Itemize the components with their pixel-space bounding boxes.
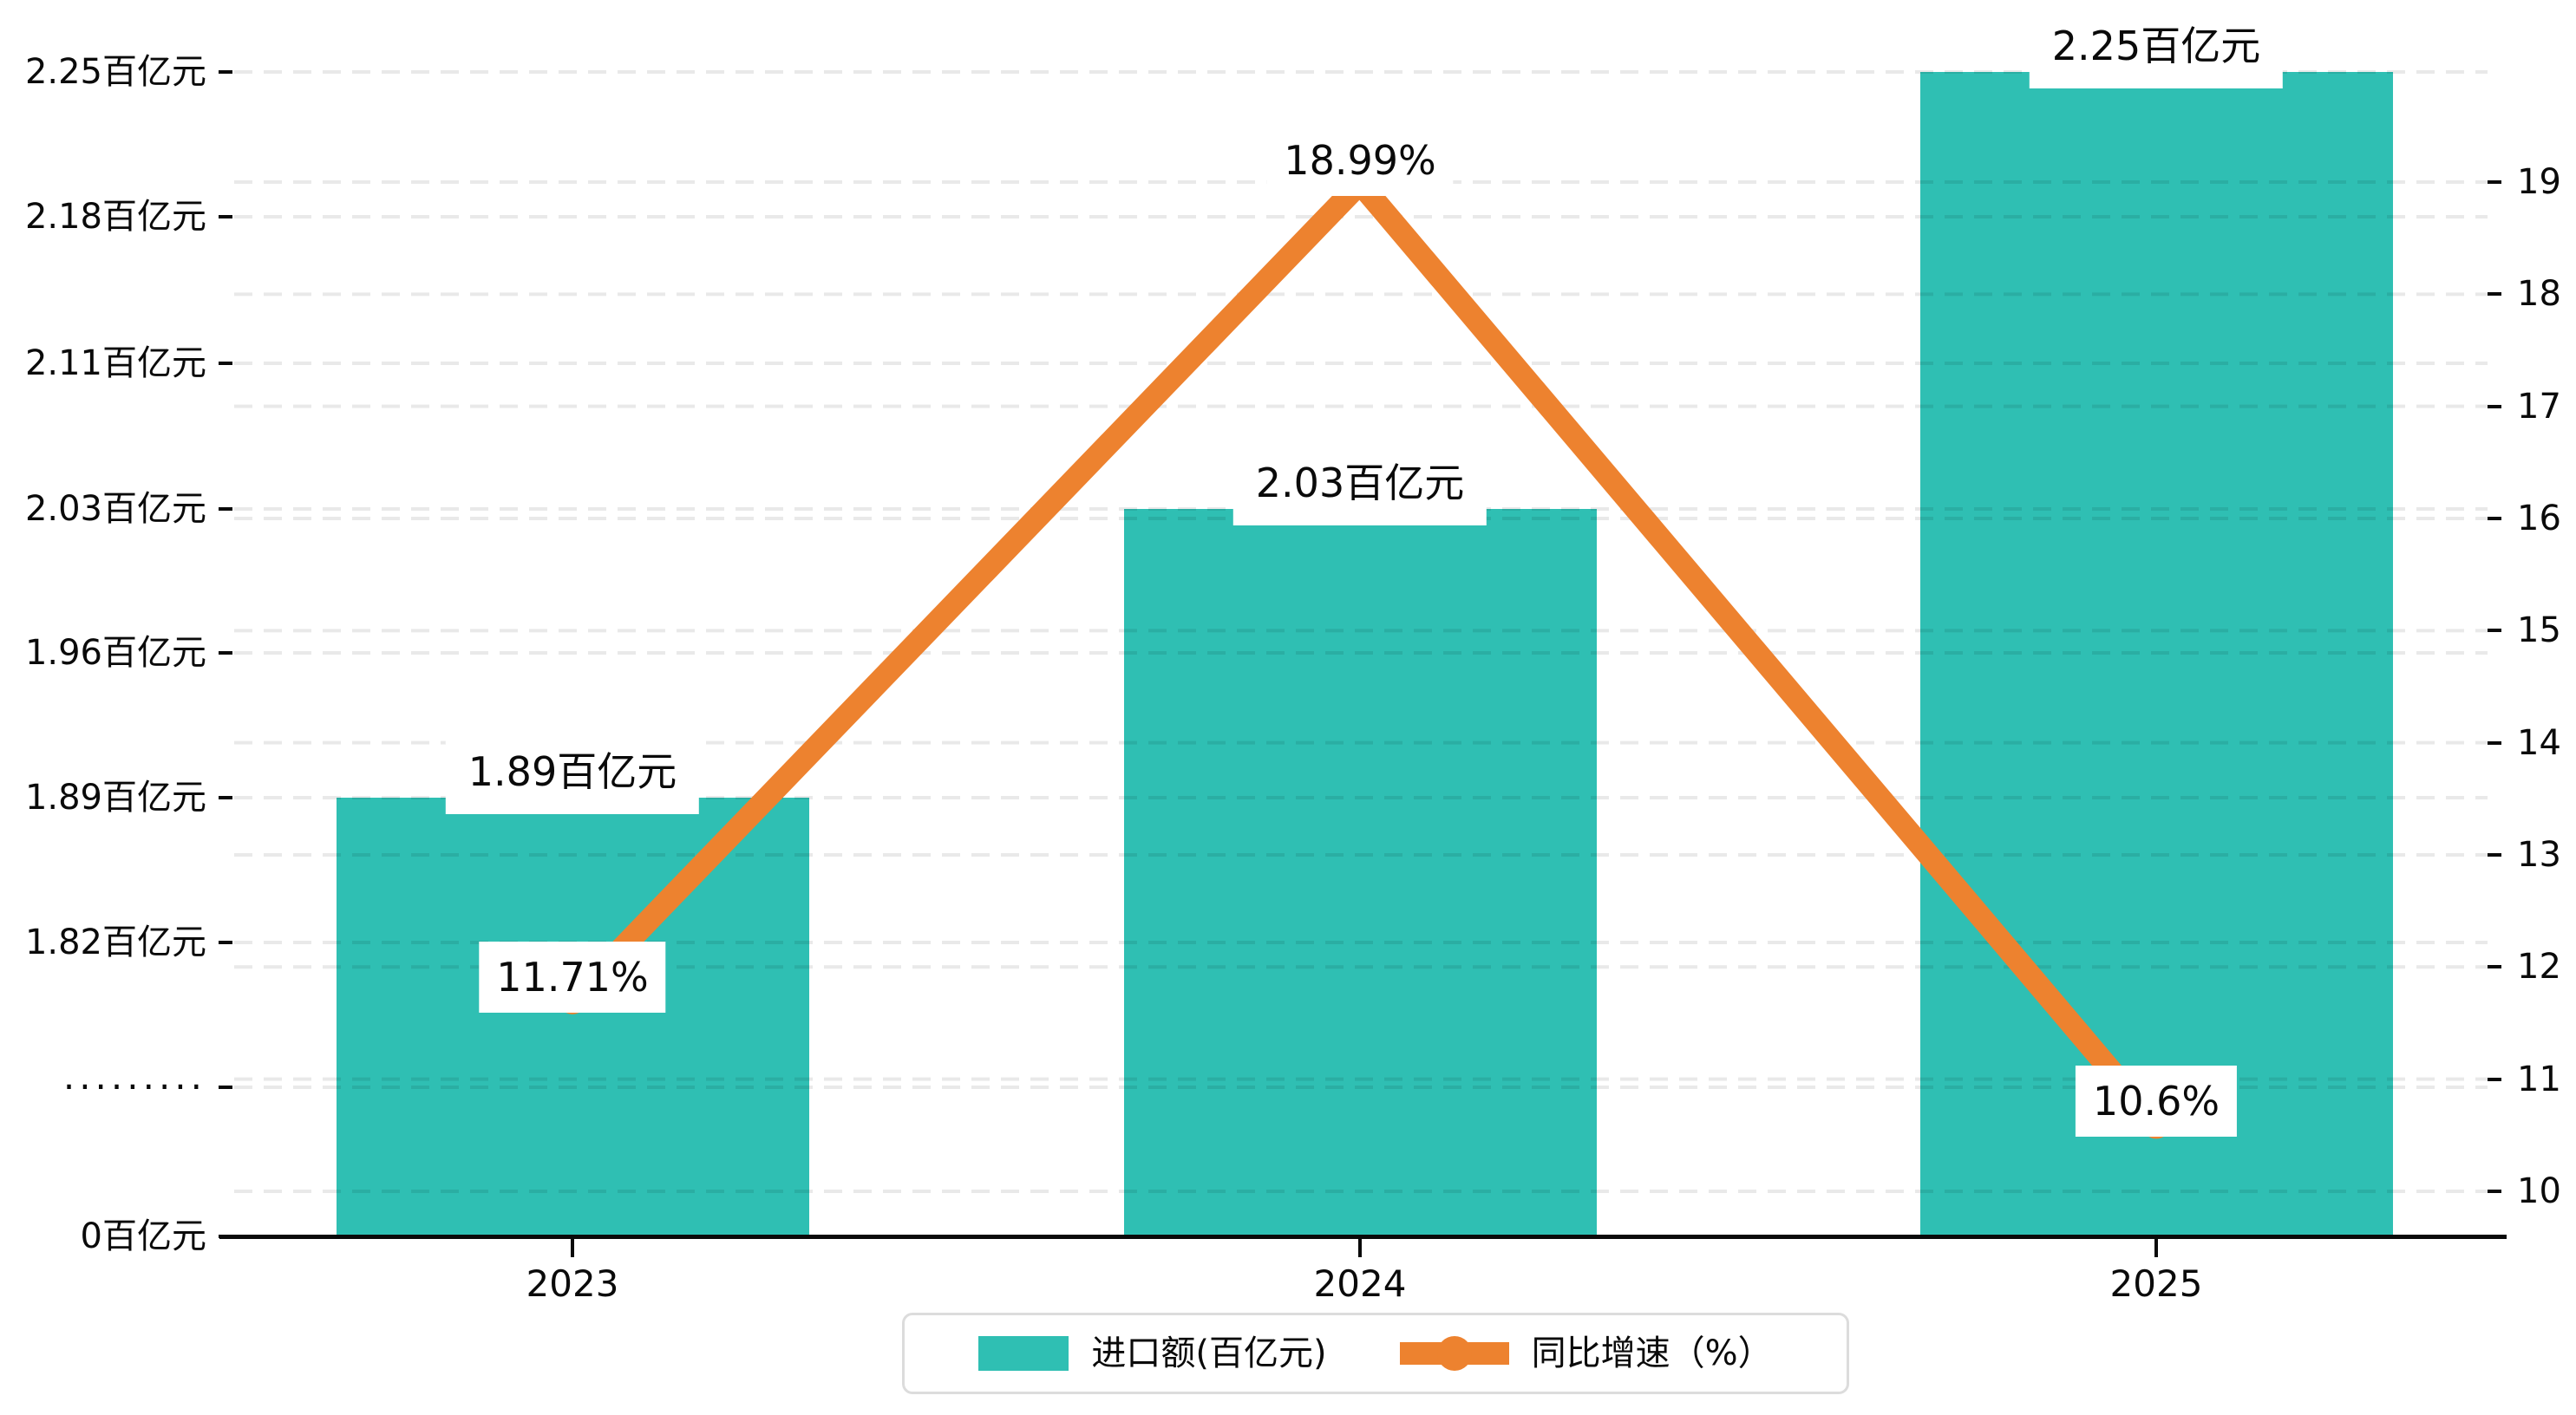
legend-label-growth-rate: 同比增速（%） [1531, 1333, 1773, 1373]
x-axis-tick-label: 2024 [1313, 1262, 1407, 1305]
right-axis-tick-mark [2488, 740, 2501, 745]
growth-value-label: 18.99% [1266, 125, 1454, 197]
left-axis-tick-mark [219, 70, 232, 74]
legend: 进口额(百亿元) 同比增速（%） [902, 1313, 1849, 1394]
x-axis-line [219, 1235, 2507, 1239]
right-axis-tick-label: 12 [2517, 947, 2561, 988]
x-axis-tick-label: 2025 [2109, 1262, 2203, 1305]
right-axis-tick-label: 10 [2517, 1170, 2561, 1211]
right-axis-tick-mark [2488, 852, 2501, 857]
legend-dot-icon [1436, 1336, 1472, 1371]
x-axis-tick-label: 2023 [526, 1262, 619, 1305]
bar-value-label: 2.25百亿元 [2029, 3, 2284, 88]
bar-value-label: 1.89百亿元 [445, 729, 700, 814]
x-axis-tick-mark [2154, 1236, 2158, 1257]
left-axis-tick-label: 1.82百亿元 [24, 923, 206, 962]
left-axis-tick-mark [219, 796, 232, 799]
x-axis-tick-mark [1358, 1236, 1362, 1257]
right-axis-tick-label: 14 [2517, 722, 2561, 763]
legend-line-dot-glyph [1399, 1334, 1509, 1373]
right-axis-tick-mark [2488, 1077, 2501, 1081]
growth-value-label: 11.71% [479, 941, 666, 1013]
right-axis-tick-label: 11 [2517, 1059, 2561, 1099]
left-axis-tick-mark [219, 651, 232, 655]
import-value-bar [1123, 509, 1597, 1236]
bar-value-label: 2.03百亿元 [1232, 440, 1487, 525]
legend-bar-swatch [978, 1336, 1069, 1371]
right-axis-tick-mark [2488, 629, 2501, 633]
legend-label-import-value: 进口额(百亿元) [1091, 1333, 1327, 1373]
right-axis-tick-mark [2488, 404, 2501, 408]
right-axis-tick-label: 16 [2517, 498, 2561, 538]
import-value-bar [336, 798, 809, 1236]
right-axis-tick-label: 19 [2517, 162, 2561, 202]
right-axis-tick-mark [2488, 516, 2501, 520]
left-axis-tick-label: 0百亿元 [80, 1216, 206, 1256]
left-axis-tick-mark [219, 215, 232, 218]
legend-item-growth-rate: 同比增速（%） [1399, 1333, 1773, 1373]
growth-value-label: 10.6% [2075, 1066, 2238, 1138]
import-value-bar [1919, 72, 2393, 1236]
right-axis-tick-mark [2488, 1189, 2501, 1193]
left-axis-tick-label: 2.11百亿元 [24, 343, 206, 383]
legend-item-import-value: 进口额(百亿元) [978, 1333, 1327, 1373]
right-axis-tick-mark [2488, 292, 2501, 297]
left-axis-tick-label: 2.18百亿元 [24, 197, 206, 237]
left-axis-tick-mark [219, 941, 232, 944]
right-axis-tick-label: 17 [2517, 386, 2561, 427]
left-axis-tick-label: 1.89百亿元 [24, 778, 206, 818]
left-axis-tick-mark [219, 362, 232, 365]
right-axis-tick-label: 15 [2517, 610, 2561, 651]
left-axis-tick-mark [219, 1235, 232, 1238]
right-axis-tick-label: 13 [2517, 834, 2561, 875]
x-axis-tick-mark [571, 1236, 574, 1257]
right-axis-tick-mark [2488, 180, 2501, 184]
left-axis-tick-mark [219, 507, 232, 511]
left-axis-tick-label: 1.96百亿元 [24, 633, 206, 673]
left-axis-tick-label: 2.03百亿元 [24, 489, 206, 529]
left-axis-tick-label: ········· [62, 1066, 206, 1108]
right-axis-tick-label: 18 [2517, 274, 2561, 315]
left-axis-tick-label: 2.25百亿元 [24, 52, 206, 92]
right-axis-tick-mark [2488, 965, 2501, 969]
left-axis-tick-mark [219, 1086, 232, 1089]
